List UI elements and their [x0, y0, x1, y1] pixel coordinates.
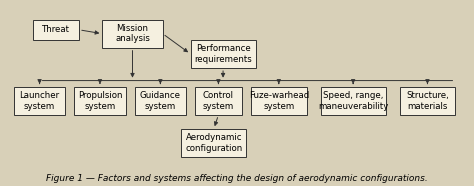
FancyBboxPatch shape	[135, 87, 186, 115]
Text: Propulsion
system: Propulsion system	[78, 91, 122, 111]
FancyBboxPatch shape	[195, 87, 242, 115]
FancyBboxPatch shape	[400, 87, 456, 115]
Text: Speed, range,
maneuverability: Speed, range, maneuverability	[318, 91, 388, 111]
Text: Control
system: Control system	[203, 91, 234, 111]
Text: Mission
analysis: Mission analysis	[115, 24, 150, 43]
FancyBboxPatch shape	[33, 20, 79, 40]
Text: Fuze-warhead
system: Fuze-warhead system	[249, 91, 309, 111]
FancyBboxPatch shape	[320, 87, 386, 115]
FancyBboxPatch shape	[102, 20, 163, 48]
FancyBboxPatch shape	[191, 40, 255, 68]
FancyBboxPatch shape	[251, 87, 307, 115]
Text: Launcher
system: Launcher system	[19, 91, 60, 111]
Text: Guidance
system: Guidance system	[140, 91, 181, 111]
FancyBboxPatch shape	[74, 87, 126, 115]
FancyBboxPatch shape	[14, 87, 65, 115]
Text: Figure 1 — Factors and systems affecting the design of aerodynamic configuration: Figure 1 — Factors and systems affecting…	[46, 174, 428, 183]
FancyBboxPatch shape	[181, 129, 246, 157]
Text: Performance
requirements: Performance requirements	[194, 44, 252, 64]
Text: Threat: Threat	[42, 25, 70, 34]
Text: Aerodynamic
configuration: Aerodynamic configuration	[185, 133, 242, 153]
Text: Structure,
materials: Structure, materials	[406, 91, 449, 111]
